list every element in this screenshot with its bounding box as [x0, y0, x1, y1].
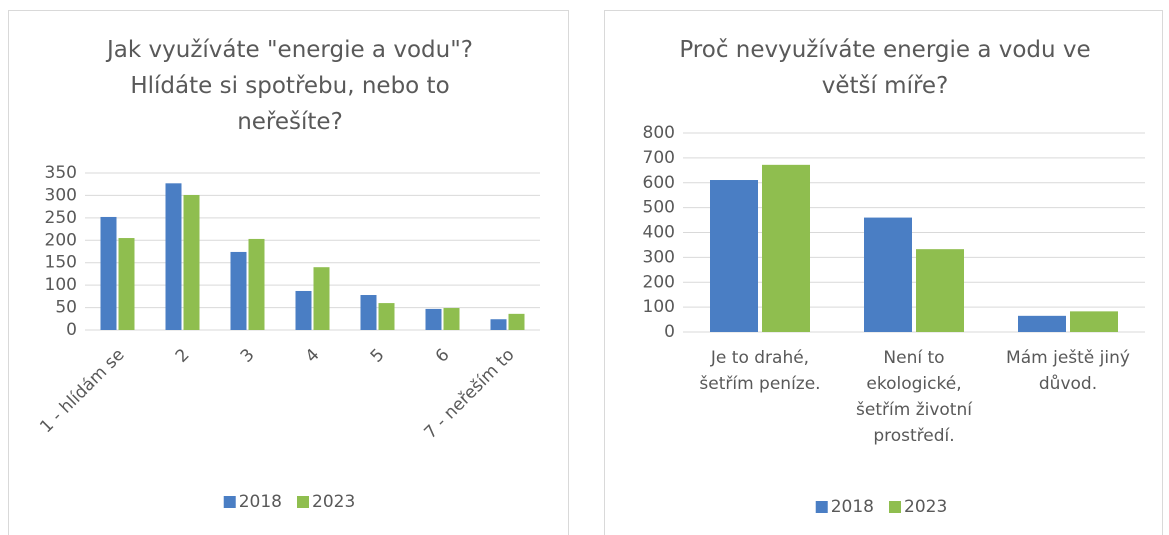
bar — [1018, 315, 1066, 332]
legend-label: 2018 — [239, 492, 282, 512]
bar — [313, 267, 330, 330]
y-tick-label: 100 — [45, 275, 77, 295]
bar — [230, 251, 247, 330]
legend-swatch — [889, 501, 901, 513]
bar — [100, 216, 117, 330]
y-tick-label: 250 — [45, 208, 77, 228]
bar — [864, 217, 912, 332]
bar — [916, 249, 964, 332]
bar — [118, 238, 135, 330]
y-tick-label: 150 — [45, 253, 77, 273]
y-tick-label: 350 — [45, 163, 77, 183]
y-tick-label: 200 — [45, 230, 77, 250]
legend-swatch — [815, 501, 828, 513]
y-tick-label: 800 — [643, 123, 675, 143]
bar — [378, 303, 395, 330]
bar — [710, 180, 758, 332]
bar — [183, 194, 200, 330]
bar — [490, 319, 507, 330]
bar — [295, 290, 312, 330]
chart-title: Proč nevyužíváte energie a vodu ve větší … — [679, 37, 1090, 99]
y-tick-label: 500 — [643, 198, 675, 218]
y-tick-label: 200 — [643, 272, 675, 292]
x-tick-label: Mám ještě jiný důvod. — [1006, 348, 1130, 394]
legend-swatch — [223, 496, 236, 508]
bar — [1070, 311, 1118, 332]
legend-label: 2023 — [904, 497, 947, 517]
bar — [248, 238, 265, 330]
legend-label: 2023 — [312, 492, 355, 512]
bar — [425, 308, 442, 330]
chart-title: Jak využíváte "energie a vodu"? Hlídáte s… — [105, 37, 473, 135]
x-tick-label: Je to drahé, šetřím peníze. — [699, 348, 820, 394]
bar — [165, 183, 182, 330]
bar — [443, 308, 460, 330]
y-tick-label: 300 — [643, 247, 675, 267]
legend-label: 2018 — [831, 497, 874, 517]
y-tick-label: 300 — [45, 185, 77, 205]
bar — [508, 313, 525, 330]
y-tick-label: 400 — [643, 223, 675, 243]
legend-swatch — [297, 496, 309, 508]
y-tick-label: 50 — [55, 298, 77, 318]
y-tick-label: 0 — [664, 322, 675, 342]
bar — [762, 164, 810, 332]
y-tick-label: 700 — [643, 148, 675, 168]
x-tick-label: Není to ekologické, šetřím životní prostřed… — [856, 348, 973, 446]
y-tick-label: 0 — [66, 320, 77, 340]
y-tick-label: 100 — [643, 297, 675, 317]
bar — [360, 295, 377, 330]
y-tick-label: 600 — [643, 173, 675, 193]
